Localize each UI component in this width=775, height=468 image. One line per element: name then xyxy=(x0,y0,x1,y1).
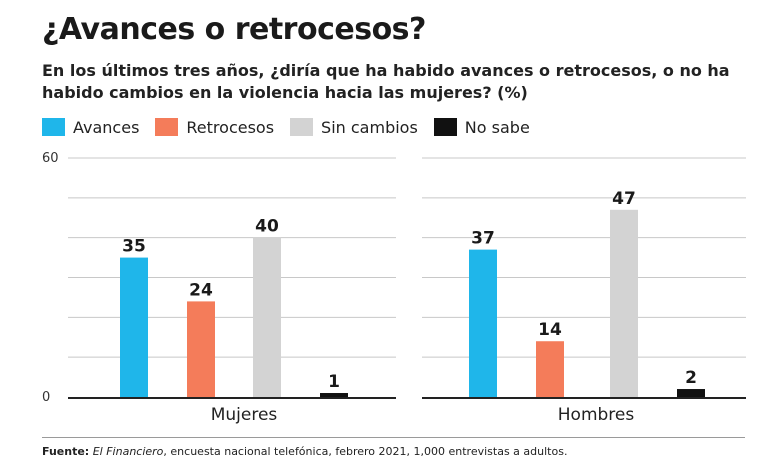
legend-label-sin-cambios: Sin cambios xyxy=(321,117,418,137)
bar-value-labels: 35 24 40 1 37 14 47 2 xyxy=(122,189,697,392)
legend: Avances Retrocesos Sin cambios No sabe xyxy=(42,116,530,138)
bar xyxy=(253,237,281,397)
legend-item-avances: Avances xyxy=(42,118,139,137)
source-divider xyxy=(42,437,745,438)
legend-item-sin-cambios: Sin cambios xyxy=(290,118,418,137)
bar-value-label: 40 xyxy=(255,217,279,237)
source-label: Fuente: xyxy=(42,445,90,458)
bar xyxy=(187,301,215,397)
source-note: Fuente: El Financiero, encuesta nacional… xyxy=(42,445,567,458)
chart-subtitle: En los últimos tres años, ¿diría que ha … xyxy=(42,61,730,102)
bar-value-label: 47 xyxy=(612,189,636,209)
legend-swatch-avances xyxy=(42,118,65,136)
bar xyxy=(320,393,348,397)
bar-value-label: 24 xyxy=(189,280,213,300)
bar-value-label: 1 xyxy=(328,372,340,392)
legend-label-retrocesos: Retrocesos xyxy=(186,117,275,137)
y-tick-label: 0 xyxy=(42,390,50,405)
bar xyxy=(536,341,564,397)
legend-swatch-no-sabe xyxy=(433,118,457,136)
legend-label-no-sabe: No sabe xyxy=(464,117,530,137)
bar xyxy=(469,249,497,397)
legend-swatch-sin-cambios xyxy=(290,118,314,136)
bar xyxy=(120,257,148,397)
y-axis-labels: 60 0 xyxy=(42,151,59,405)
bar-value-label: 37 xyxy=(471,229,495,249)
y-tick-label: 60 xyxy=(42,151,59,166)
bar-value-label: 14 xyxy=(538,320,562,340)
bar-value-label: 2 xyxy=(685,368,697,388)
legend-label-avances: Avances xyxy=(73,117,140,137)
legend-swatch-retrocesos xyxy=(155,118,179,136)
category-label: Mujeres xyxy=(211,405,278,425)
bar xyxy=(677,389,705,397)
bar-value-label: 35 xyxy=(122,237,146,257)
gridlines xyxy=(68,157,746,358)
bars xyxy=(120,209,705,397)
source-text: , encuesta nacional telefónica, febrero … xyxy=(163,445,568,458)
chart-title: ¿Avances o retrocesos? xyxy=(42,12,426,47)
legend-item-no-sabe: No sabe xyxy=(433,117,530,137)
category-label: Hombres xyxy=(558,405,635,425)
legend-item-retrocesos: Retrocesos xyxy=(155,118,274,137)
source-publication: El Financiero xyxy=(92,445,164,458)
bar xyxy=(610,209,638,397)
category-labels: Mujeres Hombres xyxy=(211,405,635,425)
